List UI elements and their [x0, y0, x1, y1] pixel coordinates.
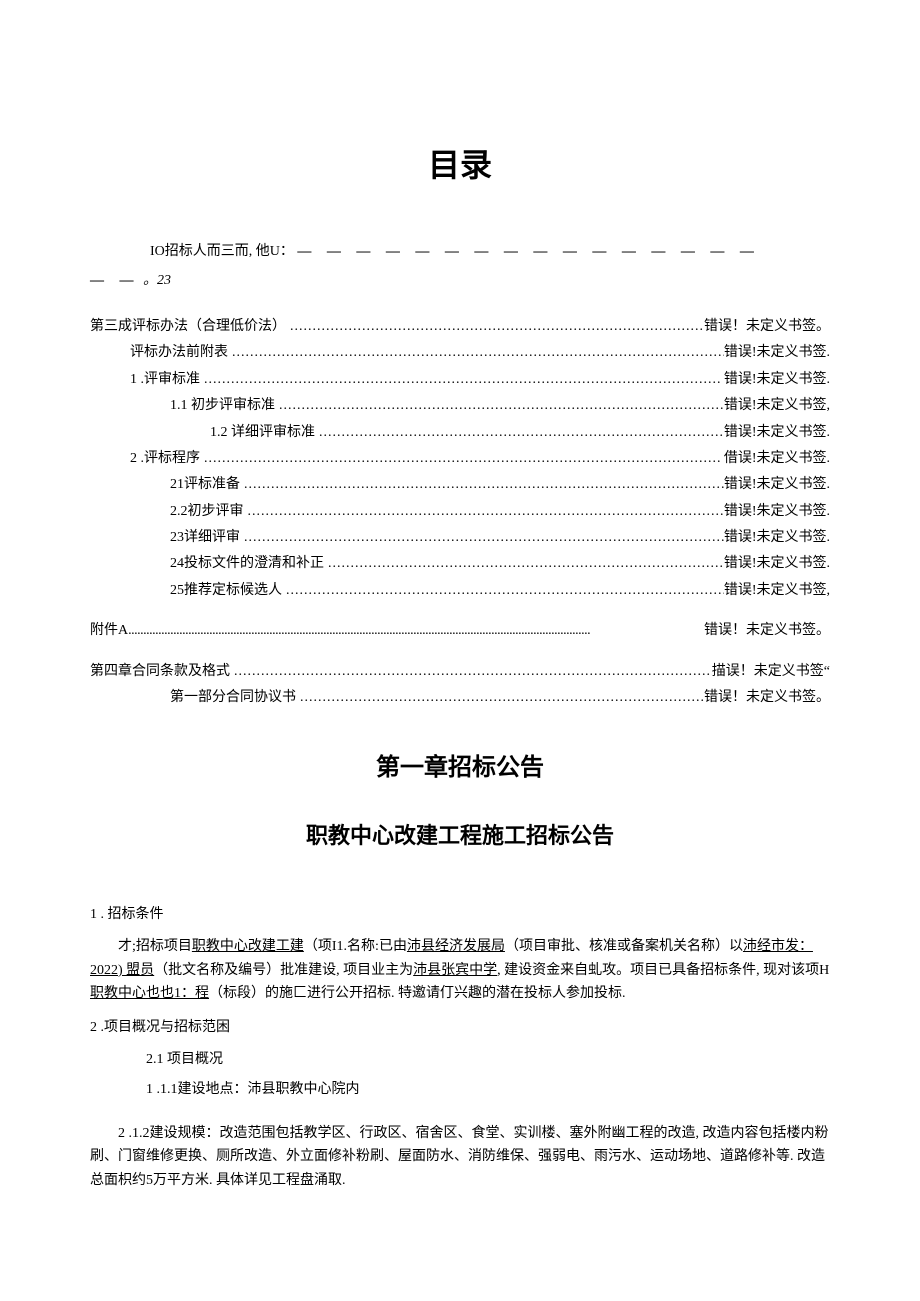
- section-2-1: 2.1 项目概况: [90, 1048, 830, 1072]
- section-1-paragraph: 才;招标项目职教中心改建工建（项I1.名称:已由沛县经济发展局（项目审批、核准或…: [90, 935, 830, 1006]
- toc-dots: [282, 580, 724, 602]
- toc-item-right: 错误!未定义书签,: [724, 395, 830, 417]
- toc-item-label: 25推荐定标候选人: [170, 580, 282, 602]
- section-1-head: 1 . 招标条件: [90, 903, 830, 927]
- toc-attachment-a: 附件A 错误！未定义书签。: [90, 620, 830, 642]
- toc-item: 1.1 初步评审标准 错误!未定义书签,: [90, 395, 830, 417]
- toc-dots: [228, 342, 724, 364]
- section-2-1-2: 2 .1.2建设规模：改造范围包括教学区、行政区、宿舍区、食堂、实训楼、塞外附幽…: [90, 1122, 830, 1193]
- toc-item-right: 错误!未定义书签.: [724, 342, 830, 364]
- toc-item-right: 错误!未定义书签.: [724, 527, 830, 549]
- underline-authority: 沛县经济发展局: [407, 939, 505, 954]
- text-fragment: （批文名称及编号）批准建设, 项目业主为: [154, 963, 413, 978]
- toc-line1-prefix: IO招标人而三而, 他U：: [150, 244, 294, 259]
- toc-item-right: 借误!未定义书签.: [724, 448, 830, 470]
- toc-item: 23详细评审 错误!未定义书签.: [90, 527, 830, 549]
- toc-item: 21评标准备 错误!未定义书签.: [90, 474, 830, 496]
- toc-item-label: 第三成评标办法（合理低价法）: [90, 316, 286, 338]
- toc-item-label: 第四章合同条款及格式: [90, 661, 230, 683]
- text-fragment: （项I1.名称:已由: [304, 939, 407, 954]
- toc-dots: [240, 474, 724, 496]
- toc-item-right: 错误!朱定义书签.: [724, 501, 830, 523]
- toc-dots: [200, 448, 724, 470]
- toc-item-right: 错误!未定义书签.: [724, 369, 830, 391]
- toc-item-label: 评标办法前附表: [130, 342, 228, 364]
- toc-dots: [275, 395, 724, 417]
- toc-item-right: 描误！未定义书签“: [712, 661, 830, 683]
- toc-item-right: 错误!未定义书签.: [724, 474, 830, 496]
- toc-line2-num: 。23: [143, 273, 171, 288]
- toc-garbled-line-1: IO招标人而三而, 他U： — — — — — — — — — — — — — …: [90, 241, 830, 263]
- toc-dots: [230, 661, 712, 683]
- toc-item-label: 21评标准备: [170, 474, 240, 496]
- toc-dots: [200, 369, 724, 391]
- toc-item: 第一部分合同协议书 错误！未定义书签。: [90, 687, 830, 709]
- toc-item-right: 错误!未定义书签.: [724, 553, 830, 575]
- toc-item-label: 第一部分合同协议书: [170, 687, 296, 709]
- toc-dots: [296, 687, 704, 709]
- toc-item: 第三成评标办法（合理低价法） 错误！未定义书签。: [90, 316, 830, 338]
- toc-line2-dashes: — —: [90, 273, 140, 288]
- toc-garbled-line-2: — — 。23: [90, 270, 830, 292]
- underline-section: 职教中心也也1：程: [90, 986, 209, 1001]
- toc-item-label: 1.1 初步评审标准: [170, 395, 275, 417]
- toc-dots: [240, 527, 724, 549]
- toc-item-label: 24投标文件的澄清和补正: [170, 553, 324, 575]
- toc-item: 2.2初步评审 错误!朱定义书签.: [90, 501, 830, 523]
- underline-owner: 沛县张宾中学: [413, 963, 497, 978]
- toc-attachment-label: 附件A: [90, 620, 128, 642]
- text-fragment: （项目审批、核准或备案机关名称）以: [505, 939, 743, 954]
- text-fragment: （标段）的施匚进行公开招标. 特邀请仃兴趣的潜在投标人参加投标.: [209, 986, 626, 1001]
- toc-item-label: 2 .评标程序: [130, 448, 200, 470]
- toc-dots: [128, 620, 704, 642]
- section-2-1-1: 1 .1.1建设地点：沛县职教中心院内: [90, 1078, 830, 1102]
- toc-item-label: 2.2初步评审: [170, 501, 244, 523]
- toc-item: 第四章合同条款及格式 描误！未定义书签“: [90, 661, 830, 683]
- toc-dots: [286, 316, 704, 338]
- toc-item: 1 .评审标准 错误!未定义书签.: [90, 369, 830, 391]
- toc-item-label: 1.2 详细评审标准: [210, 422, 315, 444]
- toc-dots: [315, 422, 724, 444]
- toc-item: 25推荐定标候选人 错误!未定义书签,: [90, 580, 830, 602]
- toc-item-right: 错误!未定义书签.: [724, 422, 830, 444]
- toc-item: 2 .评标程序 借误!未定义书签.: [90, 448, 830, 470]
- toc-line1-dashes: — — — — — — — — — — — — — — — —: [297, 244, 760, 259]
- toc-item: 1.2 详细评审标准 错误!未定义书签.: [90, 422, 830, 444]
- toc-item-label: 23详细评审: [170, 527, 240, 549]
- text-fragment: , 建设资金来自虬攻。项目已具备招标条件, 现对该项H: [497, 963, 829, 978]
- toc-title: 目录: [90, 140, 830, 191]
- toc-dots: [324, 553, 724, 575]
- chapter-1-subtitle: 职教中心改建工程施工招标公告: [90, 818, 830, 853]
- toc-dots: [244, 501, 724, 523]
- toc-item-right: 错误！未定义书签。: [704, 687, 830, 709]
- toc-item-right: 错误！未定义书签。: [704, 316, 830, 338]
- toc-item-label: 1 .评审标准: [130, 369, 200, 391]
- toc-item-right: 错误!未定义书签,: [724, 580, 830, 602]
- toc-item: 24投标文件的澄清和补正 错误!未定义书签.: [90, 553, 830, 575]
- chapter-1-title: 第一章招标公告: [90, 749, 830, 787]
- toc-item: 评标办法前附表 错误!未定义书签.: [90, 342, 830, 364]
- toc-attachment-right: 错误！未定义书签。: [704, 620, 830, 642]
- text-fragment: 才;招标项目: [118, 939, 192, 954]
- underline-project-name: 职教中心改建工建: [192, 939, 304, 954]
- section-2-head: 2 .项目概况与招标范困: [90, 1016, 830, 1040]
